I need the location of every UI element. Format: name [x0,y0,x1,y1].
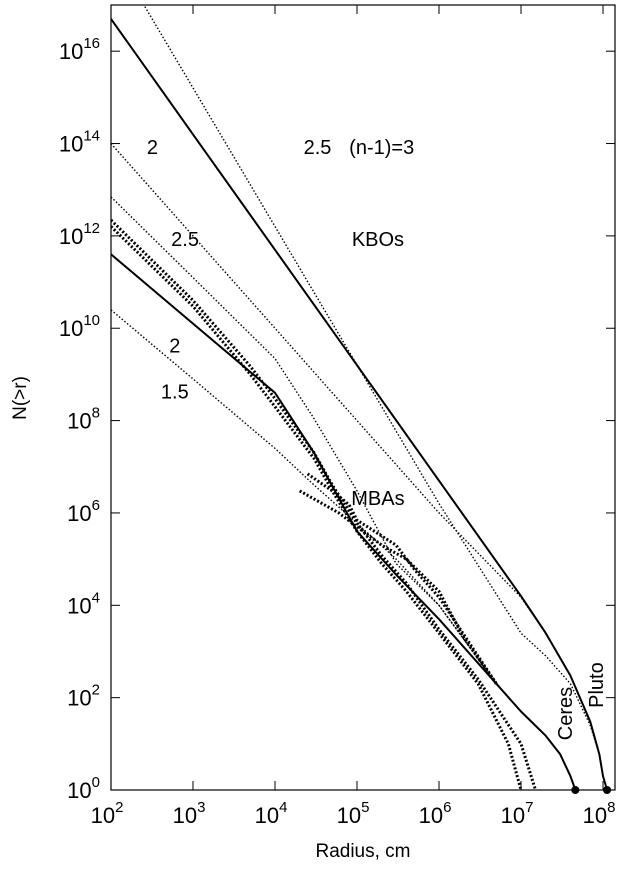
annotation-2-5-4: 2.5 [171,229,199,251]
mba-thick-dotted-curve-7 [111,225,523,790]
annotation-2-5-1: 2.5 [304,137,332,159]
annotation-ceres-8: Ceres [555,687,577,740]
annotation-1-5-6: 1.5 [161,382,189,404]
series-layer [111,5,609,790]
kbo-dotted-curve-2 [111,143,608,790]
mba-solid-curve-3 [111,253,577,790]
x-axis-title: Radius, cm [315,841,410,862]
mba-thick-dotted-curve-8 [298,489,498,685]
ceres-marker [571,786,580,794]
tick-layer: 102 103 104 105 106 107 1081001021041061081010… [59,5,616,828]
pluto-marker [603,786,612,794]
y-tick-label-8: 1016 [59,35,100,64]
y-tick-label-6: 1012 [59,220,100,249]
mba-dotted-curve-5 [111,309,577,790]
x-tick-label-5: 107 [501,799,534,828]
y-tick-label-2: 104 [67,589,100,618]
annotation-kbos-3: KBOs [352,229,404,251]
y-tick-label-0: 100 [67,774,100,803]
annotation-mbas-7: MBAs [351,488,404,510]
y-tick-label-7: 1014 [59,128,100,157]
annotation-2-5: 2 [169,335,180,357]
mba-thick-dotted-curve-6 [111,219,537,790]
y-tick-label-4: 108 [67,405,100,434]
x-tick-label-2: 104 [255,799,288,828]
x-tick-label-6: 108 [583,799,616,828]
plot-frame [110,4,616,791]
mba-dotted-curve-4 [111,196,577,790]
mba-thick-dotted-curve-9 [306,472,498,685]
y-axis-title: N(>r) [10,376,31,420]
x-tick-label-0: 102 [91,799,124,828]
annotation-pluto-9: Pluto [586,662,608,708]
annotation-n-1-3-2: (n-1)=3 [349,137,414,159]
kbo-dotted-curve-1 [143,5,608,790]
x-tick-label-1: 103 [173,799,206,828]
y-tick-label-1: 102 [67,682,100,711]
kbo-solid-curve-0 [111,18,609,790]
annotation-2-0: 2 [147,137,158,159]
x-tick-label-4: 106 [419,799,452,828]
x-tick-label-3: 105 [337,799,370,828]
annotation-layer: 2 2.5 (n-1)=3 KBOs 2.5 2 1.5 MBAs Ceres Pluto [147,137,612,794]
y-tick-label-5: 1010 [59,312,100,341]
y-tick-label-3: 106 [67,497,100,526]
